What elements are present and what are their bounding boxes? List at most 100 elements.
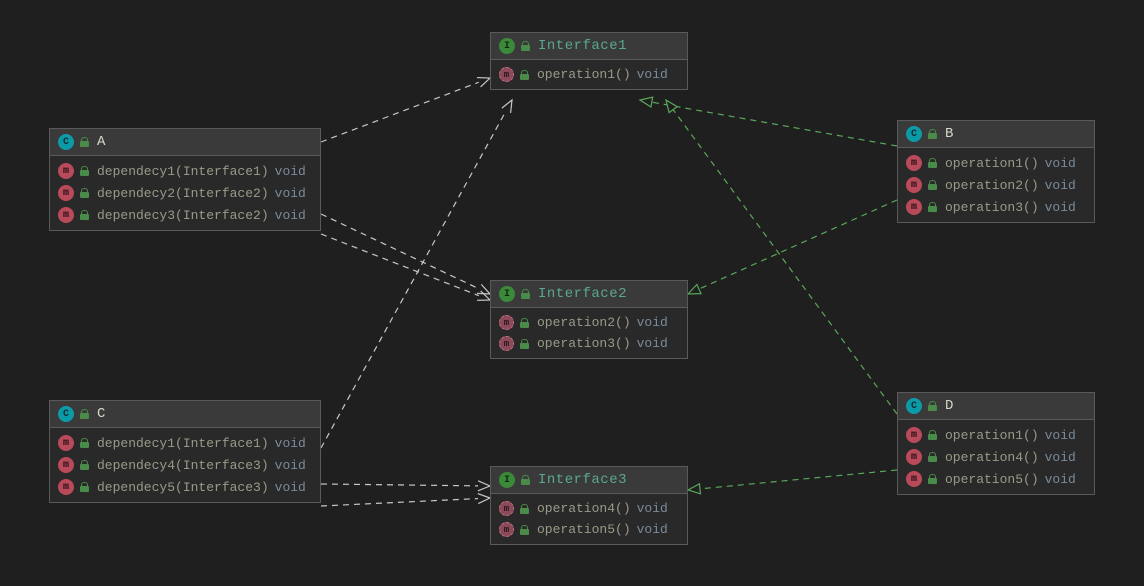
- member-return-type: void: [637, 315, 668, 330]
- member-name: dependecy1(Interface1): [97, 164, 269, 179]
- member-row[interactable]: moperation1()void: [898, 424, 1094, 446]
- uml-node-Interface3[interactable]: I Interface3 moperation4()voidmoperation5(…: [490, 466, 688, 545]
- method-badge-icon: m: [499, 522, 514, 537]
- node-header[interactable]: IInterface1: [491, 33, 687, 60]
- member-name: operation1(): [537, 67, 631, 82]
- class-badge-icon: C: [906, 398, 922, 414]
- visibility-lock-icon: [928, 202, 937, 212]
- visibility-lock-icon: [928, 158, 937, 168]
- interface-badge-icon: I: [499, 472, 515, 488]
- member-name: operation2(): [537, 315, 631, 330]
- node-title: A: [97, 134, 106, 150]
- uml-node-A[interactable]: CAmdependecy1(Interface1)voidmdependecy2…: [49, 128, 321, 231]
- node-title: Interface2: [538, 286, 627, 302]
- member-name: dependecy4(Interface3): [97, 458, 269, 473]
- edge-line: [321, 234, 479, 296]
- member-name: operation4(): [945, 450, 1039, 465]
- visibility-lock-icon: [80, 210, 89, 220]
- node-title: D: [945, 398, 954, 414]
- member-row[interactable]: moperation5()void: [491, 519, 687, 540]
- member-row[interactable]: m operation2() void: [898, 174, 1094, 196]
- class-badge-icon: C: [906, 126, 922, 142]
- edge-arrow-closed: [688, 484, 700, 494]
- member-return-type: void: [637, 336, 668, 351]
- edge-line: [321, 82, 479, 142]
- node-body: m dependecy1(Interface1) void m dependecy4(I…: [50, 428, 320, 502]
- member-return-type: void: [637, 522, 668, 537]
- method-badge-icon: m: [499, 315, 514, 330]
- member-name: operation5(): [945, 472, 1039, 487]
- method-badge-icon: m: [58, 163, 74, 179]
- node-header[interactable]: CB: [898, 121, 1094, 148]
- visibility-lock-icon: [521, 289, 530, 299]
- member-return-type: void: [1045, 450, 1076, 465]
- uml-node-C[interactable]: CC m dependecy1(Interface1) void m dependecy4…: [49, 400, 321, 503]
- method-badge-icon: m: [906, 155, 922, 171]
- uml-node-B[interactable]: CBmoperation1()voidmoperation2()voidmope…: [897, 120, 1095, 223]
- member-name: operation1(): [945, 428, 1039, 443]
- member-row[interactable]: moperation5()void: [898, 468, 1094, 490]
- member-name: operation3(): [945, 200, 1039, 215]
- member-row[interactable]: moperation4()void: [491, 498, 687, 519]
- node-header[interactable]: CC: [50, 401, 320, 428]
- member-row[interactable]: mdependecy5(Interface3)void: [50, 476, 320, 498]
- member-name: dependecy1(Interface1): [97, 436, 269, 451]
- method-badge-icon: m: [499, 67, 514, 82]
- method-badge-icon: m: [906, 177, 922, 193]
- node-title: Interface3: [538, 472, 627, 488]
- member-return-type: void: [1045, 178, 1076, 193]
- member-row[interactable]: moperation3()void: [491, 333, 687, 354]
- member-row[interactable]: m operation2() void: [491, 312, 687, 333]
- edge-arrow-closed: [688, 285, 701, 294]
- node-body: moperation1()voidmoperation4()voidmopera…: [898, 420, 1094, 494]
- member-row[interactable]: mdependecy1(Interface1)void: [50, 160, 320, 182]
- uml-node-Interface2[interactable]: IInterface2moperation2()voidmoperation3(…: [490, 280, 688, 359]
- visibility-lock-icon: [80, 482, 89, 492]
- method-badge-icon: m: [499, 501, 514, 516]
- uml-node-Interface1[interactable]: IInterface1 m operation1() void: [490, 32, 688, 90]
- class-badge-icon: C: [58, 134, 74, 150]
- visibility-lock-icon: [928, 401, 937, 411]
- node-header[interactable]: I Interface3: [491, 467, 687, 494]
- edge-arrow-open: [478, 494, 490, 504]
- member-row[interactable]: mdependecy2(Interface2)void: [50, 182, 320, 204]
- interface-badge-icon: I: [499, 286, 515, 302]
- member-name: operation2(): [945, 178, 1039, 193]
- visibility-lock-icon: [80, 460, 89, 470]
- member-name: dependecy5(Interface3): [97, 480, 269, 495]
- node-body: moperation2()voidmoperation3()void: [491, 308, 687, 358]
- member-row[interactable]: moperation1()void: [898, 152, 1094, 174]
- visibility-lock-icon: [928, 129, 937, 139]
- visibility-lock-icon: [80, 137, 89, 147]
- visibility-lock-icon: [520, 504, 529, 514]
- edge-arrow-closed: [640, 97, 653, 107]
- member-return-type: void: [275, 436, 306, 451]
- member-row[interactable]: m operation3() void: [898, 196, 1094, 218]
- method-badge-icon: m: [499, 336, 514, 351]
- edge-arrow-open: [478, 481, 490, 491]
- method-badge-icon: m: [906, 199, 922, 215]
- member-row[interactable]: mdependecy3(Interface2)void: [50, 204, 320, 226]
- node-header[interactable]: I Interface2: [491, 281, 687, 308]
- member-return-type: void: [637, 67, 668, 82]
- member-return-type: void: [275, 480, 306, 495]
- edge-line: [700, 470, 897, 489]
- visibility-lock-icon: [520, 318, 529, 328]
- member-return-type: void: [1045, 200, 1076, 215]
- visibility-lock-icon: [520, 525, 529, 535]
- edge-line: [673, 110, 897, 414]
- node-header[interactable]: CD: [898, 393, 1094, 420]
- node-body: m operation1() void: [491, 60, 687, 89]
- method-badge-icon: m: [58, 457, 74, 473]
- visibility-lock-icon: [80, 188, 89, 198]
- edge-line: [321, 499, 478, 506]
- member-row[interactable]: moperation4()void: [898, 446, 1094, 468]
- method-badge-icon: m: [58, 435, 74, 451]
- node-body: moperation4()voidmoperation5()void: [491, 494, 687, 544]
- member-row[interactable]: m dependecy1(Interface1) void: [50, 432, 320, 454]
- node-header[interactable]: CA: [50, 129, 320, 156]
- member-row[interactable]: mdependecy4(Interface3)void: [50, 454, 320, 476]
- uml-node-D[interactable]: CDmoperation1()voidmoperation4()voidmope…: [897, 392, 1095, 495]
- member-row[interactable]: m operation1() void: [491, 64, 687, 85]
- edge-line: [321, 111, 506, 448]
